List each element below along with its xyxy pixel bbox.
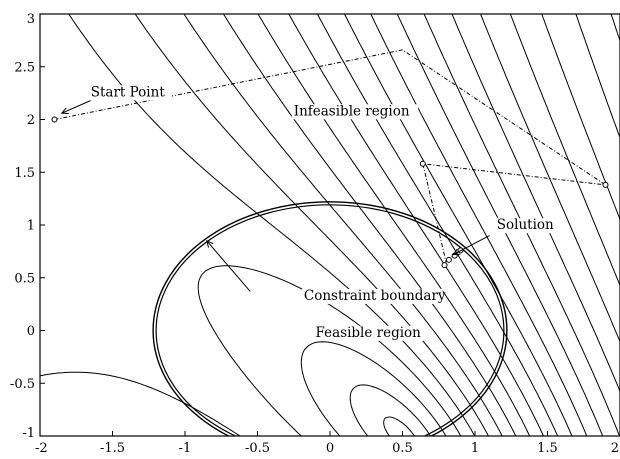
iterate-marker xyxy=(602,181,609,188)
x-tick-label: 1.5 xyxy=(537,441,558,456)
annotation-label: Solution xyxy=(497,217,554,233)
contour-level-18 xyxy=(541,14,620,221)
x-tick-label: 2 xyxy=(611,441,619,456)
x-tick-label: 1 xyxy=(471,441,479,456)
annotation-arrowhead xyxy=(206,239,214,248)
annotation-arrowhead xyxy=(60,107,69,114)
contour-level-15 xyxy=(451,14,620,393)
y-tick-label: -0.5 xyxy=(10,377,35,392)
x-tick-label: 0 xyxy=(326,441,334,456)
constraint-ellipse-outer xyxy=(152,201,508,436)
contour-level-20 xyxy=(610,14,620,43)
y-tick-label: 2 xyxy=(27,113,35,128)
annotation-label-bg xyxy=(301,288,443,304)
annotation-label-bg xyxy=(494,218,557,234)
contour-level-0 xyxy=(383,416,416,436)
x-tick-label: -0.5 xyxy=(245,441,270,456)
x-tick-label: 0.5 xyxy=(392,441,413,456)
contour-level-14 xyxy=(423,14,620,436)
constraint-ellipse-inner xyxy=(155,204,505,436)
annotation-label: Feasible region xyxy=(316,325,422,341)
y-tick-label: 0.5 xyxy=(14,271,35,286)
x-tick-label: -1 xyxy=(179,441,192,456)
annotation-arrowhead xyxy=(452,248,461,256)
contour-level-17 xyxy=(509,14,620,287)
annotation-arrow xyxy=(206,240,251,292)
y-tick-label: 3 xyxy=(27,12,35,27)
iterate-path xyxy=(51,49,609,269)
contour-level-4 xyxy=(40,14,476,436)
y-tick-label: 2.5 xyxy=(14,60,35,75)
annotations: Start Point Infeasible region Solution Cons… xyxy=(60,84,557,341)
x-axis: -2 -1.5 -1 -0.5 0 0.5 1 1.5 2 xyxy=(35,431,620,456)
annotation-label-bg xyxy=(313,325,426,341)
contour-level-16 xyxy=(480,14,620,343)
annotation-label: Infeasible region xyxy=(294,103,410,119)
iterate-marker xyxy=(51,116,58,123)
annotation-arrow xyxy=(453,235,490,255)
iterate-marker xyxy=(441,262,448,269)
annotation-label-bg xyxy=(291,104,419,120)
constraint-boundary xyxy=(152,201,508,436)
contour-level-12 xyxy=(370,14,588,436)
y-axis: -1 -0.5 0 0.5 1 1.5 2 2.5 3 xyxy=(10,12,45,441)
contour-level-19 xyxy=(575,14,620,140)
annotation-label: Constraint boundary xyxy=(304,288,446,304)
contour-level-1 xyxy=(349,384,432,436)
y-tick-label: -1 xyxy=(22,426,35,441)
x-tick-label: -2 xyxy=(35,441,48,456)
y-tick-label: 0 xyxy=(27,324,35,339)
y-tick-label: 1.5 xyxy=(14,166,35,181)
annotation-arrow xyxy=(61,100,91,114)
iterate-marker xyxy=(445,256,452,263)
y-tick-label: 1 xyxy=(27,219,35,234)
annotation-label: Start Point xyxy=(91,84,166,100)
contour-level-13 xyxy=(396,14,604,436)
annotation-label-bg xyxy=(88,85,172,101)
x-tick-label: -1.5 xyxy=(100,441,125,456)
iterate-marker xyxy=(419,160,426,167)
contour-level-7 xyxy=(222,14,517,436)
contour-level-2 xyxy=(300,341,447,436)
